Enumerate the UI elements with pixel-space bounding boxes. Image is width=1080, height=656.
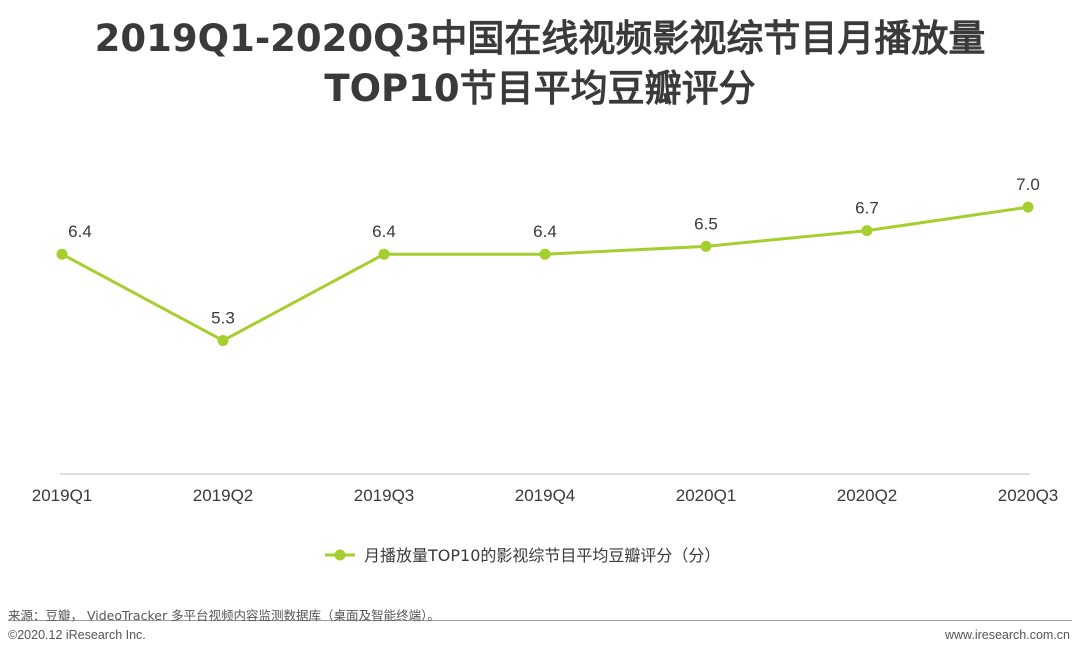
data-label: 5.3 [211,309,235,328]
x-tick-label: 2019Q4 [515,486,576,505]
data-point [378,248,390,260]
data-point [861,225,873,237]
chart-title-line1: 2019Q1-2020Q3中国在线视频影视综节目月播放量 [94,17,986,60]
x-tick-label: 2020Q2 [837,486,898,505]
data-label: 6.4 [372,222,396,241]
data-label: 6.4 [533,222,557,241]
data-point [700,240,712,252]
source-note: 来源：豆瓣， VideoTracker 多平台视频内容监测数据库（桌面及智能终端… [8,608,440,623]
chart-title: 2019Q1-2020Q3中国在线视频影视综节目月播放量 TOP10节目平均豆瓣… [0,14,1080,114]
chart-title-line2: TOP10节目平均豆瓣评分 [324,67,756,110]
data-label: 6.5 [694,214,718,233]
data-label: 6.4 [68,222,92,241]
data-point [1022,201,1034,213]
data-label: 6.7 [855,199,879,218]
website-link[interactable]: www.iresearch.com.cn [944,628,1070,642]
data-point [539,248,551,260]
x-tick-label: 2020Q3 [998,486,1059,505]
legend-label: 月播放量TOP10的影视综节目平均豆瓣评分（分） [364,546,720,565]
x-tick-label: 2019Q2 [193,486,254,505]
x-tick-label: 2019Q3 [354,486,415,505]
line-chart: 2019Q1 2019Q2 2019Q3 2019Q4 2020Q1 2020Q2 2020… [32,175,1059,565]
x-tick-label: 2019Q1 [32,486,93,505]
data-point [56,248,68,260]
x-tick-label: 2020Q1 [676,486,737,505]
data-label: 7.0 [1016,175,1040,194]
copyright: ©2020.12 iResearch Inc. [8,628,146,642]
footer-divider [8,620,1072,621]
data-point [217,335,229,347]
legend-marker [334,549,346,561]
